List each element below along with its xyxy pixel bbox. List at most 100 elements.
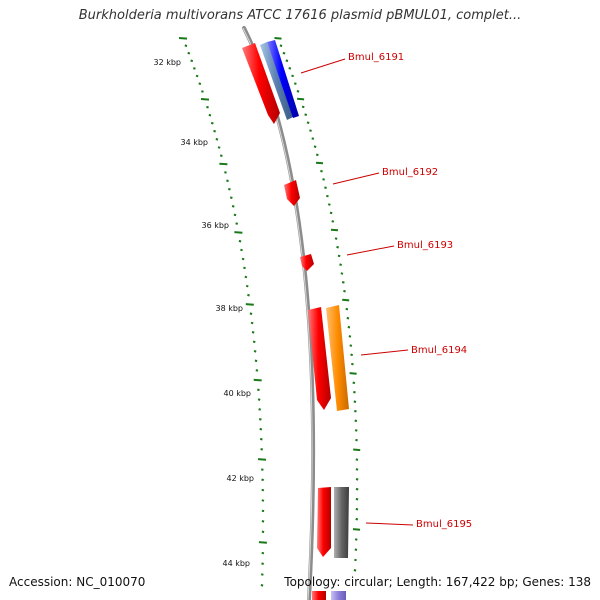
- minor-tick: [346, 316, 350, 320]
- major-tick: [257, 458, 267, 461]
- minor-tick: [252, 340, 256, 344]
- minor-tick: [351, 362, 354, 366]
- minor-tick: [251, 331, 255, 334]
- minor-tick: [324, 186, 327, 189]
- minor-tick: [329, 211, 333, 215]
- gene-labels: Bmul_6191 Bmul_6192 Bmul_6193 Bmul_6194 …: [300, 52, 472, 530]
- minor-tick: [260, 448, 264, 451]
- minor-tick: [243, 266, 246, 270]
- minor-tick: [253, 350, 257, 353]
- minor-tick: [355, 478, 359, 481]
- minor-tick: [261, 499, 265, 502]
- major-tick: [258, 541, 267, 544]
- minor-tick: [261, 509, 265, 513]
- minor-tick: [195, 74, 199, 78]
- minor-tick: [355, 507, 359, 511]
- inner-tick-scale: [178, 37, 267, 587]
- minor-tick: [259, 427, 263, 431]
- minor-tick: [219, 154, 223, 157]
- major-tick: [253, 378, 262, 382]
- major-tick: [330, 228, 339, 232]
- major-tick: [353, 448, 361, 452]
- minor-tick: [350, 353, 353, 357]
- major-tick: [245, 303, 254, 306]
- minor-tick: [354, 419, 358, 423]
- minor-tick: [354, 429, 358, 432]
- gene-label-bmul-6194[interactable]: Bmul_6194: [411, 345, 467, 356]
- feature-blue: [267, 40, 299, 118]
- tick-label-38: 38 kbp: [215, 304, 243, 313]
- minor-tick: [229, 196, 233, 199]
- minor-tick: [341, 281, 345, 284]
- minor-tick: [309, 129, 312, 132]
- minor-tick: [293, 82, 297, 85]
- minor-tick: [260, 584, 264, 587]
- minor-tick: [224, 171, 227, 174]
- minor-tick: [184, 44, 188, 47]
- minor-tick: [306, 121, 310, 124]
- tick-label-44: 44 kbp: [222, 559, 250, 568]
- gene-feature-bmul-6195[interactable]: [317, 487, 331, 557]
- tick-label-42: 42 kbp: [226, 474, 254, 483]
- feature-red-partial: [312, 591, 326, 600]
- minor-tick: [260, 468, 264, 471]
- minor-tick: [235, 222, 239, 225]
- gene-feature-bmul-6193[interactable]: [300, 254, 314, 271]
- tick-label-34: 34 kbp: [180, 138, 208, 147]
- minor-tick: [353, 400, 357, 403]
- minor-tick: [261, 562, 264, 565]
- minor-tick: [348, 335, 352, 338]
- minor-tick: [190, 59, 194, 63]
- minor-tick: [355, 438, 358, 442]
- minor-tick: [206, 105, 209, 109]
- minor-tick: [187, 51, 191, 55]
- gene-feature-bmul-6191[interactable]: [242, 43, 280, 124]
- minor-tick: [285, 59, 289, 62]
- major-tick: [349, 372, 357, 375]
- minor-tick: [334, 237, 338, 240]
- major-tick: [234, 231, 243, 234]
- major-tick: [342, 298, 350, 302]
- minor-tick: [355, 497, 359, 501]
- minor-tick: [217, 146, 221, 149]
- minor-tick: [331, 220, 335, 223]
- gene-label-bmul-6191[interactable]: Bmul_6191: [348, 52, 404, 63]
- minor-tick: [352, 381, 356, 385]
- minor-tick: [326, 194, 329, 198]
- minor-tick: [233, 213, 237, 217]
- major-tick: [219, 162, 228, 166]
- minor-tick: [249, 312, 253, 315]
- minor-tick: [320, 169, 323, 173]
- minor-tick: [250, 321, 254, 325]
- tick-labels: 32 kbp 34 kbp 36 kbp 38 kbp 40 kbp 42 kb…: [153, 58, 254, 568]
- minor-tick: [261, 478, 264, 482]
- minor-tick: [244, 275, 248, 279]
- minor-tick: [313, 145, 317, 148]
- feature-orange: [326, 305, 349, 411]
- gene-label-bmul-6195[interactable]: Bmul_6195: [416, 519, 472, 530]
- minor-tick: [241, 257, 245, 261]
- major-tick: [178, 37, 188, 40]
- minor-tick: [238, 239, 242, 243]
- minor-tick: [201, 90, 204, 93]
- minor-tick: [245, 284, 249, 288]
- major-tick: [297, 97, 305, 101]
- gene-label-bmul-6193[interactable]: Bmul_6193: [397, 240, 453, 251]
- minor-tick: [226, 179, 229, 183]
- minor-tick: [288, 67, 292, 70]
- major-tick: [274, 37, 282, 40]
- minor-tick: [240, 248, 243, 252]
- minor-tick: [343, 289, 346, 293]
- minor-tick: [255, 369, 259, 372]
- minor-tick: [353, 569, 357, 572]
- minor-tick: [261, 530, 265, 534]
- minor-tick: [261, 551, 265, 555]
- map-title: Burkholderia multivorans ATCC 17616 plas…: [78, 8, 522, 23]
- minor-tick: [257, 388, 260, 392]
- gene-feature-bmul-6194[interactable]: [308, 307, 331, 410]
- minor-tick: [336, 245, 339, 249]
- gene-label-bmul-6192[interactable]: Bmul_6192: [382, 167, 438, 178]
- minor-tick: [349, 344, 353, 347]
- minor-tick: [354, 538, 358, 541]
- gene-feature-bmul-6192[interactable]: [284, 180, 300, 206]
